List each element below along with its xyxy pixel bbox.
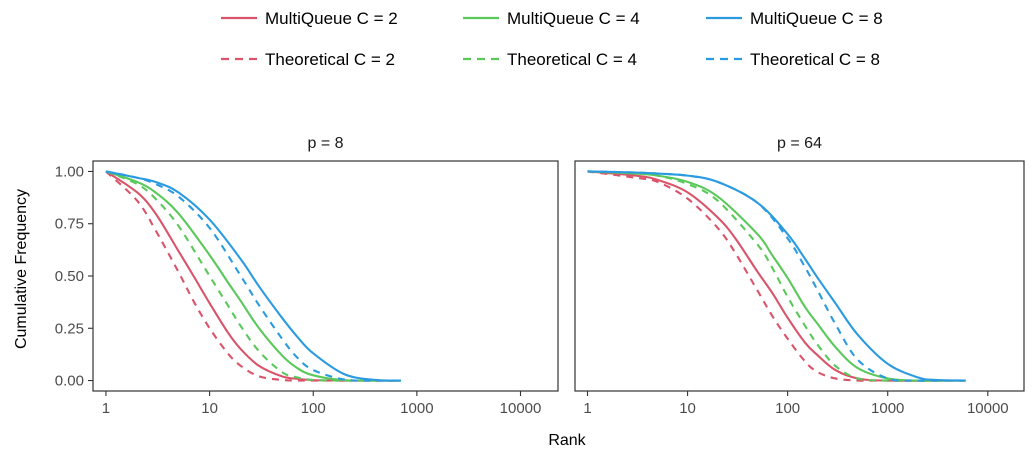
- x-tick-label: 100: [301, 400, 326, 417]
- series-line-theoretical-c-8: [105, 170, 401, 382]
- series-line-multiqueue-c-2: [105, 170, 401, 382]
- legend-label: MultiQueue C = 4: [507, 9, 640, 28]
- series-lines: [587, 170, 966, 382]
- legend-item-multiqueue-c-2: MultiQueue C = 2: [221, 9, 398, 28]
- legend-item-multiqueue-c-4: MultiQueue C = 4: [463, 9, 640, 28]
- series-line-theoretical-c-4: [105, 170, 401, 382]
- series-line-multiqueue-c-8: [587, 170, 966, 382]
- legend-item-multiqueue-c-8: MultiQueue C = 8: [706, 9, 883, 28]
- legend-label: MultiQueue C = 2: [265, 9, 398, 28]
- x-tick-label: 10000: [500, 400, 542, 417]
- panel-title: p = 64: [777, 135, 822, 152]
- panel-frame: [92, 160, 559, 392]
- x-tick-label: 1000: [871, 400, 904, 417]
- x-tick-label: 10: [201, 400, 218, 417]
- y-tick-label: 0.50: [55, 268, 84, 285]
- series-line-theoretical-c-4: [587, 170, 966, 382]
- legend: MultiQueue C = 2 MultiQueue C = 4 MultiQue…: [221, 9, 883, 69]
- x-tick-label: 1: [583, 400, 591, 417]
- legend-item-theoretical-c-4: Theoretical C = 4: [463, 50, 637, 69]
- panel-title: p = 8: [307, 135, 343, 152]
- legend-label: Theoretical C = 4: [507, 50, 637, 69]
- x-tick-label: 100: [775, 400, 800, 417]
- y-tick-label: 1.00: [55, 163, 84, 180]
- series-line-multiqueue-c-4: [105, 170, 401, 382]
- x-tick-label: 1: [102, 400, 110, 417]
- series-line-multiqueue-c-4: [587, 170, 966, 382]
- series-lines: [105, 170, 401, 382]
- x-axis-title: Rank: [548, 432, 586, 449]
- series-line-multiqueue-c-2: [587, 170, 966, 382]
- legend-label: Theoretical C = 2: [265, 50, 395, 69]
- x-tick-label: 10000: [967, 400, 1009, 417]
- y-tick-label: 0.00: [55, 373, 84, 390]
- panel-frame: [574, 160, 1025, 392]
- panel-1: p = 8 1 10 100 1000 10000 0.00 0.25 0.50 0.75 1.00: [55, 135, 559, 417]
- legend-item-theoretical-c-2: Theoretical C = 2: [221, 50, 395, 69]
- series-line-theoretical-c-2: [105, 170, 401, 382]
- series-line-multiqueue-c-8: [105, 170, 401, 382]
- y-tick-label: 0.25: [55, 320, 84, 337]
- y-axis-title: Cumulative Frequency: [13, 189, 30, 349]
- x-tick-label: 1000: [400, 400, 433, 417]
- series-line-theoretical-c-8: [587, 170, 966, 382]
- chart-panels: p = 8 1 10 100 1000 10000 0.00 0.25 0.50 0.75 1.00…: [55, 135, 1025, 417]
- panel-2: p = 64 1 10 100 1000 10000: [574, 135, 1025, 417]
- y-tick-label: 0.75: [55, 216, 84, 233]
- legend-label: MultiQueue C = 8: [750, 9, 883, 28]
- legend-label: Theoretical C = 8: [750, 50, 880, 69]
- legend-item-theoretical-c-8: Theoretical C = 8: [706, 50, 880, 69]
- x-tick-label: 10: [679, 400, 696, 417]
- series-line-theoretical-c-2: [587, 170, 966, 382]
